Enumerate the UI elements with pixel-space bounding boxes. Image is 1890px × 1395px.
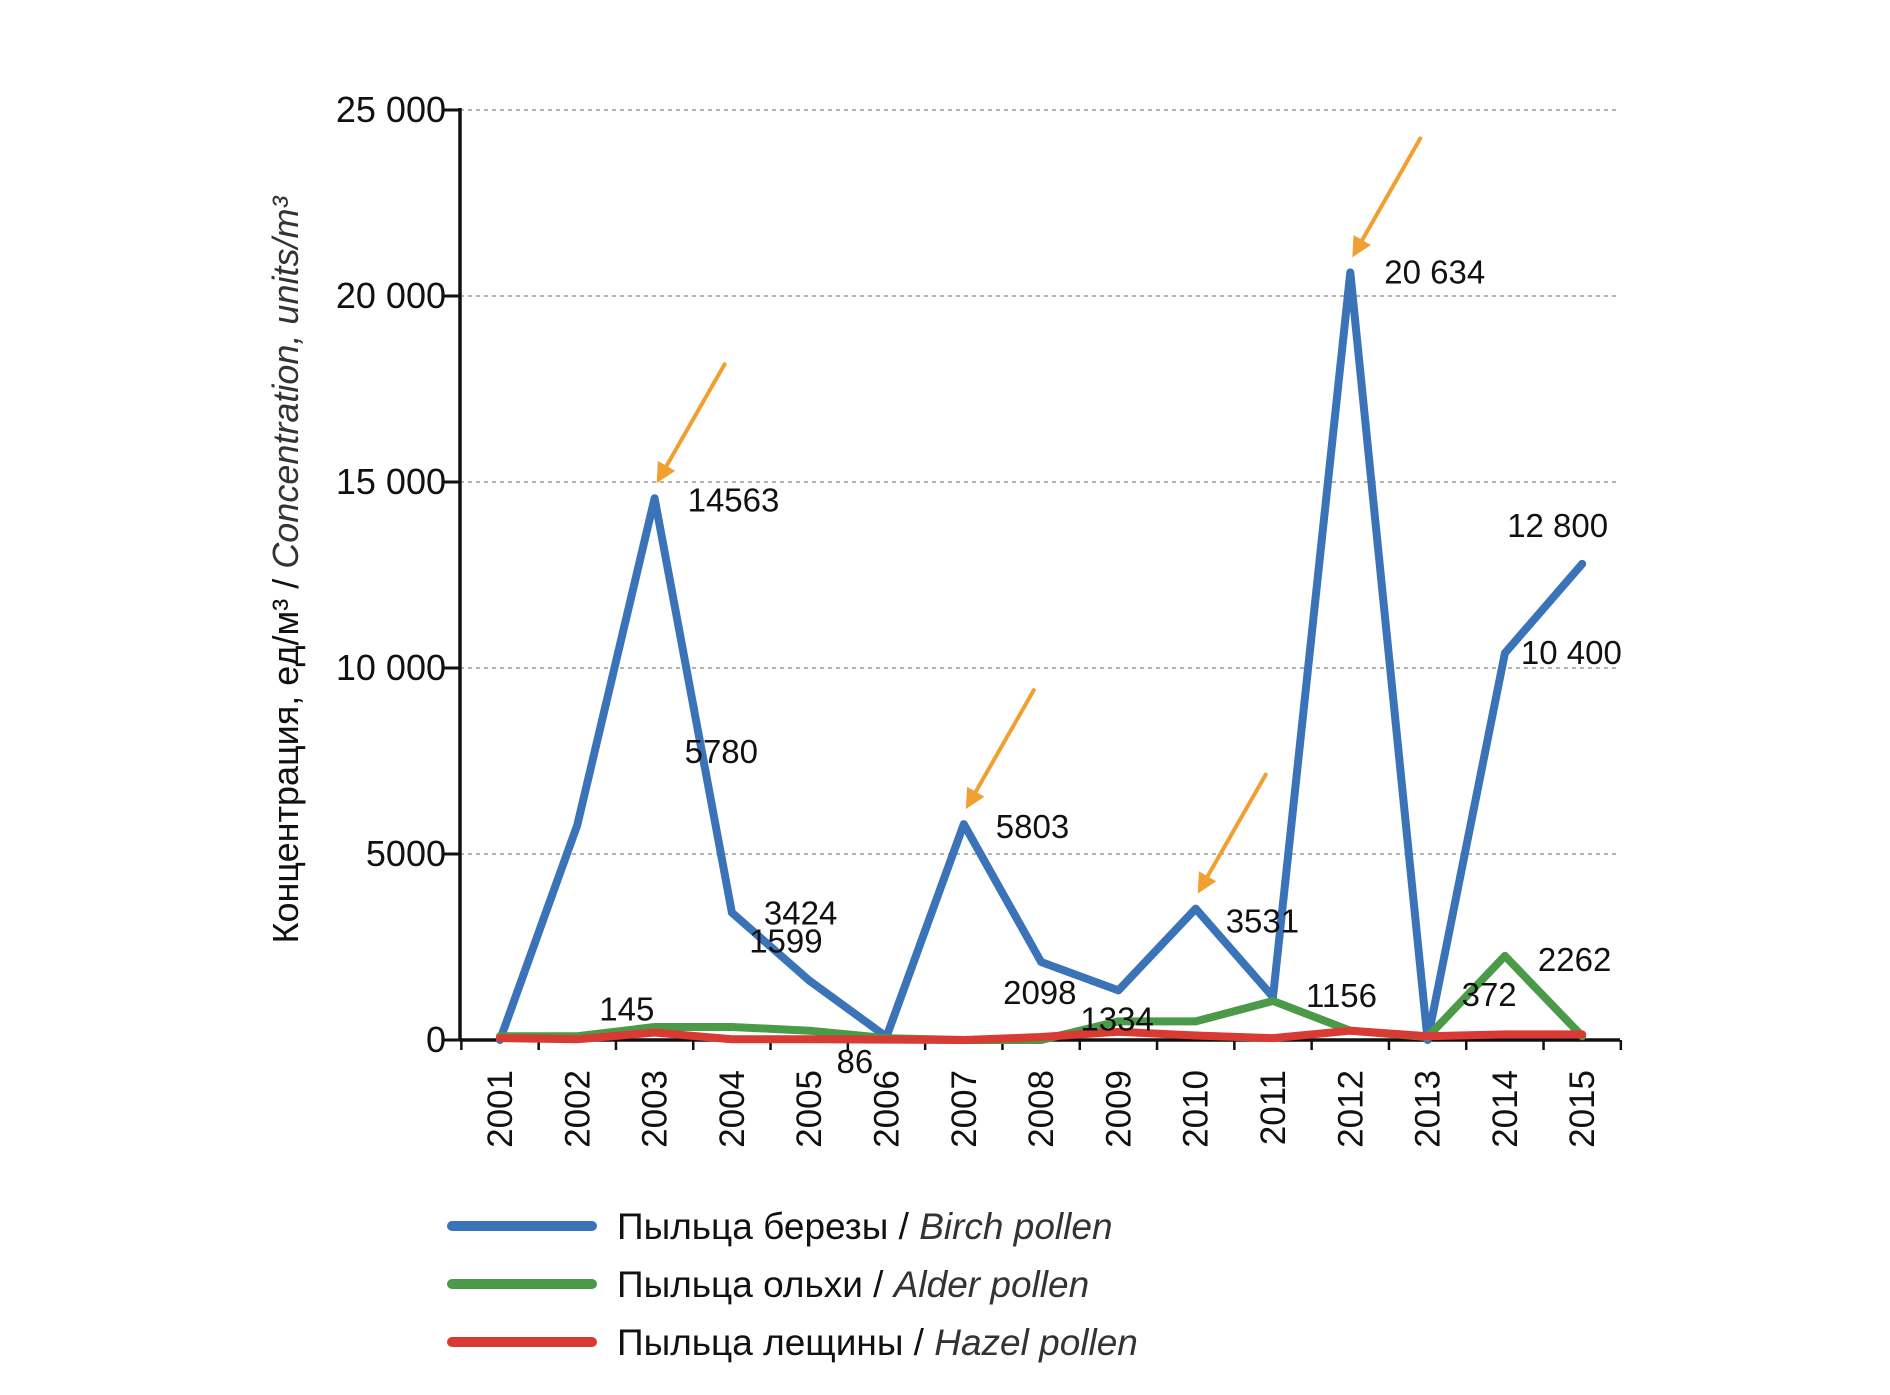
data-point xyxy=(1346,268,1355,277)
data-label: 1599 xyxy=(749,923,822,960)
data-label: 1334 xyxy=(1080,1000,1153,1037)
data-point xyxy=(960,1036,968,1044)
data-point xyxy=(1346,1026,1355,1035)
series-line-1 xyxy=(496,268,1587,1044)
data-label: 1156 xyxy=(1306,977,1377,1014)
data-point xyxy=(1269,997,1277,1005)
x-tick-label: 2011 xyxy=(1254,1070,1293,1145)
data-label: 14563 xyxy=(688,481,780,518)
data-point xyxy=(650,494,659,503)
data-label: 12 800 xyxy=(1507,507,1608,544)
data-point xyxy=(573,821,582,829)
data-point xyxy=(805,1035,813,1044)
legend-label-en: Hazel pollen xyxy=(934,1322,1138,1363)
y-axis-title: Концентрация, ед/м³ / Concentration, uni… xyxy=(265,196,306,944)
annotation-arrows xyxy=(656,136,1423,894)
legend-label-ru: Пыльца лещины / xyxy=(617,1322,934,1363)
annotation-arrow xyxy=(1352,136,1423,258)
legend-label-ru: Пыльца березы / xyxy=(617,1206,919,1247)
legend-label-en: Birch pollen xyxy=(919,1206,1112,1247)
y-axis-title-en: Concentration, units/m³ xyxy=(265,196,306,569)
data-point xyxy=(728,1035,736,1044)
data-point xyxy=(1037,1033,1045,1041)
data-point xyxy=(1114,986,1123,995)
data-point xyxy=(1578,1030,1586,1039)
legend-label-en: Alder pollen xyxy=(892,1264,1089,1305)
x-tick-label: 2006 xyxy=(868,1070,907,1148)
axes: 0 5000 10 000 15 000 20 000 25 000 2001 2002 200… xyxy=(265,89,1623,1148)
data-label: 10 400 xyxy=(1521,634,1622,671)
y-tick-label: 5000 xyxy=(366,833,446,874)
y-axis-title-ru: Концентрация, ед/м³ / xyxy=(265,569,306,944)
x-tick-label: 2014 xyxy=(1486,1070,1525,1148)
data-point xyxy=(1501,1030,1509,1039)
legend-entry: Пыльца ольхи / Alder pollen xyxy=(617,1264,1089,1305)
data-point xyxy=(1578,560,1586,568)
data-point xyxy=(882,1035,891,1044)
data-point xyxy=(960,820,968,828)
y-tick-label: 20 000 xyxy=(336,275,446,316)
data-point xyxy=(1501,649,1509,657)
data-label: 5780 xyxy=(685,733,758,770)
x-tick-label: 2002 xyxy=(558,1070,597,1148)
data-point xyxy=(1114,1028,1123,1036)
legend-label-ru: Пыльца ольхи / xyxy=(617,1264,894,1305)
annotation-arrow xyxy=(656,362,727,484)
x-tick-label: 2015 xyxy=(1563,1070,1602,1148)
x-tick-label: 2012 xyxy=(1331,1070,1370,1148)
data-label: 2098 xyxy=(1003,974,1076,1011)
data-label: 5803 xyxy=(996,808,1069,845)
data-label: 3424 xyxy=(764,895,837,932)
data-label: 372 xyxy=(1462,976,1517,1013)
x-tick-label: 2008 xyxy=(1022,1070,1061,1148)
y-tick-label: 0 xyxy=(426,1019,446,1060)
data-point xyxy=(650,1028,659,1037)
data-label: 86 xyxy=(837,1043,874,1080)
legend-entry: Пыльца лещины / Hazel pollen xyxy=(617,1322,1138,1363)
data-point xyxy=(728,1023,736,1031)
x-tick-label: 2003 xyxy=(636,1070,675,1148)
legend-entry: Пыльца березы / Birch pollen xyxy=(617,1206,1113,1247)
y-tick-label: 15 000 xyxy=(336,461,446,502)
data-point xyxy=(1501,952,1509,960)
annotation-arrow xyxy=(1197,772,1268,894)
data-label: 3531 xyxy=(1226,903,1299,940)
legend: Пыльца березы / Birch pollen Пыльца ольхи… xyxy=(447,1206,1138,1363)
x-tick-label: 2013 xyxy=(1409,1070,1448,1148)
x-tick-label: 2004 xyxy=(713,1070,752,1148)
data-point xyxy=(805,976,813,985)
x-tick-label: 2007 xyxy=(945,1070,984,1148)
series-lines xyxy=(496,268,1587,1044)
y-tick-label: 25 000 xyxy=(336,89,446,130)
x-tick-label: 2010 xyxy=(1177,1070,1216,1148)
data-point xyxy=(728,908,736,917)
data-point xyxy=(1114,1017,1123,1026)
data-point xyxy=(573,1035,582,1044)
data-label: 145 xyxy=(599,991,654,1028)
x-tick-label: 2001 xyxy=(481,1070,520,1148)
gridlines xyxy=(460,109,1620,855)
data-point xyxy=(1191,1031,1200,1040)
data-point xyxy=(1423,1032,1432,1041)
annotation-arrow xyxy=(965,688,1036,810)
y-tick-label: 10 000 xyxy=(336,647,446,688)
data-point xyxy=(1037,958,1045,966)
data-point xyxy=(496,1034,504,1042)
data-point xyxy=(805,1026,813,1035)
data-point xyxy=(1191,904,1200,913)
data-label: 20 634 xyxy=(1384,253,1485,290)
data-point xyxy=(1191,1017,1200,1026)
x-tick-label: 2005 xyxy=(790,1070,829,1148)
x-tick-label: 2009 xyxy=(1099,1070,1138,1148)
data-label: 2262 xyxy=(1538,941,1611,978)
data-point xyxy=(1269,1034,1277,1042)
